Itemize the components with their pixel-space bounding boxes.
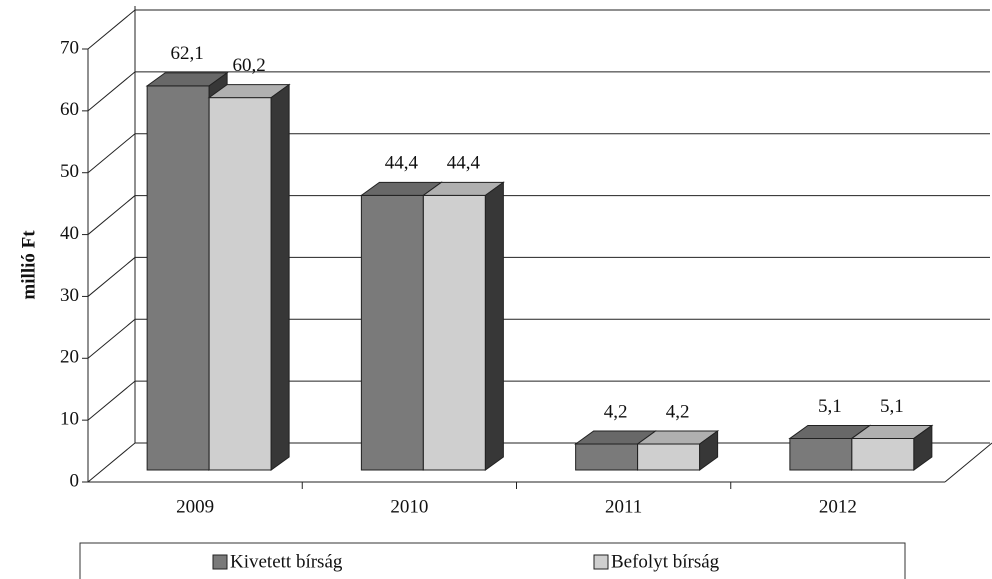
y-tick-label: 60: [60, 99, 79, 120]
grid-line: [87, 9, 136, 50]
data-label: 44,4: [447, 153, 481, 174]
data-label: 4,2: [604, 401, 628, 422]
legend-swatch: [212, 554, 228, 570]
grid-line: [87, 380, 136, 421]
y-tick-label: 30: [60, 285, 79, 306]
grid-line: [87, 318, 136, 359]
bar: [422, 194, 486, 471]
bar: [360, 194, 424, 471]
bar: [208, 97, 272, 471]
grid-line: [87, 133, 136, 174]
y-tick-label: 20: [60, 347, 79, 368]
bar-side: [913, 424, 933, 471]
x-tick-label: 2011: [605, 496, 642, 517]
bar: [637, 443, 701, 471]
floor-edge: [944, 442, 992, 483]
legend-label: Kivetett bírság: [230, 551, 343, 572]
bar: [851, 437, 915, 471]
y-tick-label: 50: [60, 161, 79, 182]
y-tick-label: 70: [60, 37, 79, 58]
bar: [789, 437, 853, 471]
legend-swatch: [593, 554, 609, 570]
data-label: 60,2: [233, 55, 266, 76]
bar-side: [699, 430, 719, 471]
grid-line: [87, 195, 136, 235]
grid-line: [87, 71, 136, 112]
y-tick-label: 10: [60, 409, 79, 430]
bar: [146, 85, 210, 471]
data-label: 5,1: [818, 396, 842, 417]
data-label: 62,1: [171, 43, 204, 64]
grid-line: [87, 442, 136, 483]
data-label: 4,2: [666, 401, 690, 422]
x-tick-label: 2010: [390, 496, 428, 517]
data-label: 5,1: [880, 396, 904, 417]
legend-label: Befolyt bírság: [611, 551, 720, 572]
bar-side: [484, 181, 504, 471]
bar: [575, 443, 639, 471]
legend-box: [79, 542, 906, 579]
y-tick-label: 0: [70, 470, 80, 491]
x-tick-label: 2009: [176, 496, 214, 517]
y-axis-title: millió Ft: [18, 230, 39, 300]
x-tick-label: 2012: [819, 496, 857, 517]
grid-line: [87, 257, 136, 297]
data-label: 44,4: [385, 153, 419, 174]
y-tick-label: 40: [60, 223, 79, 244]
bar-side: [270, 83, 290, 471]
